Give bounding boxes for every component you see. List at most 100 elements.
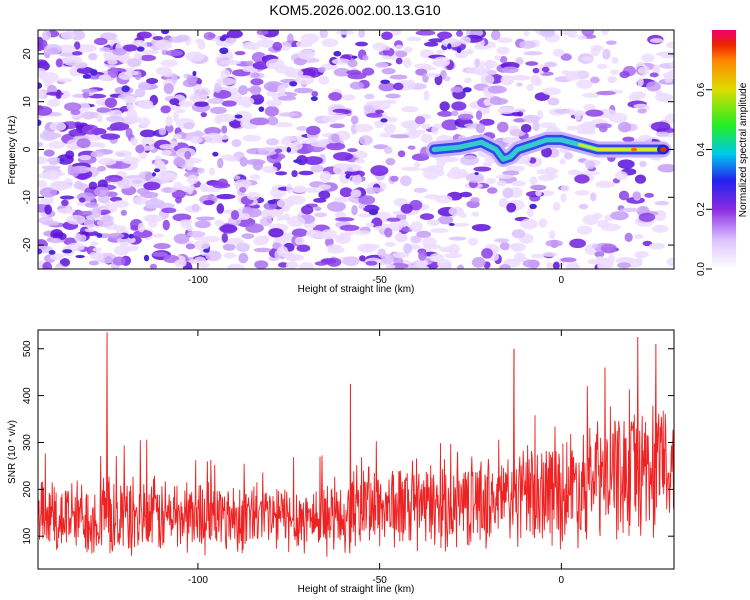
- spectrogram-cell: [246, 191, 260, 201]
- spectrogram-cell: [50, 237, 62, 244]
- spectrogram-cell: [225, 156, 239, 162]
- spectrogram-cell: [259, 216, 273, 227]
- spectrogram-cell: [286, 215, 305, 227]
- spectrogram-cell: [487, 85, 507, 94]
- spectrogram-cell: [565, 263, 581, 269]
- spectrogram-cell: [403, 243, 413, 254]
- spectrogram-cell: [424, 194, 441, 200]
- spectrogram-cell: [328, 91, 343, 101]
- spectrogram-cell: [230, 210, 240, 220]
- spectrogram-cell: [219, 224, 238, 234]
- spectrogram-cell: [262, 235, 270, 244]
- spectrogram-cell: [106, 115, 124, 123]
- spectrogram-cell: [373, 225, 386, 230]
- spectrogram-cell: [187, 174, 199, 185]
- spectrogram-cell: [400, 175, 412, 187]
- spectrogram-cell: [378, 82, 396, 92]
- spectrogram-cell: [617, 262, 631, 269]
- spectrogram-cell: [465, 172, 484, 183]
- spectrogram-cell: [467, 48, 474, 55]
- spectrogram-cell: [515, 57, 524, 65]
- spectrogram-cell: [200, 112, 207, 118]
- spectrogram-cell: [519, 40, 536, 49]
- spectrogram-cell: [344, 230, 355, 236]
- spectrogram-cell: [666, 41, 674, 49]
- spectrogram-cell: [38, 172, 57, 179]
- track-peak: [659, 147, 667, 152]
- spectrogram-cell: [318, 76, 330, 85]
- spectrogram-cell: [76, 66, 95, 75]
- spectrogram-cell: [617, 159, 635, 169]
- spectrogram-cell: [559, 158, 566, 165]
- spectrogram-cell: [479, 60, 486, 69]
- spectrogram-cell: [420, 133, 433, 143]
- spectrogram-cell: [186, 163, 194, 171]
- spectrogram-cell: [65, 150, 75, 160]
- spectrogram-xlabel: Height of straight line (km): [298, 284, 415, 295]
- spectrogram-cell: [413, 187, 428, 193]
- spectrogram-cell: [441, 38, 462, 48]
- spectrogram-cell: [445, 156, 459, 163]
- spectrogram-cell: [265, 58, 285, 70]
- spectrogram-cell: [535, 189, 542, 197]
- spectrogram-cell: [107, 67, 119, 78]
- spectrogram-cell: [395, 44, 403, 50]
- spectrogram-cell: [619, 207, 640, 213]
- spectrogram-cell: [38, 89, 45, 99]
- spectrogram-cell: [424, 41, 439, 47]
- spectrogram-cell: [304, 156, 323, 166]
- spectrogram-cell: [160, 105, 171, 114]
- spectrogram-cell: [112, 256, 126, 266]
- spectrogram-cell: [380, 118, 388, 123]
- spectrogram-cell: [310, 140, 330, 148]
- spectrogram-cell: [490, 30, 501, 41]
- spectrogram-cell: [347, 72, 367, 80]
- spectrogram-cell: [637, 66, 647, 75]
- spectrogram-cell: [577, 35, 587, 40]
- spectrogram-cell: [249, 174, 261, 180]
- spectrogram-cell: [541, 252, 558, 257]
- spectrogram-cell: [333, 67, 351, 77]
- spectrogram-cell: [595, 180, 616, 189]
- spectrogram-cell: [186, 225, 193, 232]
- spectrogram-cell: [541, 66, 550, 73]
- spectrogram-cell: [61, 199, 69, 206]
- snr-series-line: [38, 332, 674, 557]
- spectrogram-cell: [70, 166, 80, 177]
- spectrogram-cell: [526, 83, 534, 92]
- spectrogram-cell: [214, 219, 225, 227]
- spectrogram-cell: [498, 197, 509, 208]
- spectrogram-cell: [229, 93, 242, 102]
- spectrogram-cell: [49, 180, 70, 191]
- spectrogram-cell: [55, 265, 67, 269]
- spectrogram-cell: [381, 55, 391, 60]
- spectrogram-cell: [637, 108, 647, 114]
- spectrogram-cell: [457, 113, 474, 121]
- spectrogram-cell: [254, 260, 269, 269]
- spectrogram-cell: [38, 119, 42, 126]
- spectrogram-cell: [205, 250, 222, 262]
- spectrogram-cell: [78, 154, 92, 161]
- spectrogram-cell: [249, 84, 262, 96]
- spectrogram-cell: [364, 93, 375, 100]
- spectrogram-cell: [385, 93, 401, 99]
- spectrogram-cell: [81, 230, 99, 236]
- spectrogram-cell: [413, 259, 429, 268]
- x-tick-label: -50: [372, 275, 387, 286]
- spectrogram-cell: [453, 222, 470, 227]
- spectrogram-cell: [233, 179, 252, 189]
- spectrogram-cell: [650, 121, 671, 132]
- spectrogram-cell: [314, 212, 328, 218]
- spectrogram-cell: [495, 174, 514, 179]
- spectrogram-cell: [400, 203, 413, 214]
- spectrogram-cell: [234, 114, 243, 119]
- spectrogram-cell: [216, 113, 236, 123]
- spectrogram-cell: [77, 44, 97, 53]
- spectrogram-cell: [318, 184, 331, 190]
- spectrogram-cell: [187, 230, 206, 238]
- spectrogram-cell: [233, 175, 241, 180]
- spectrogram-cell: [209, 106, 227, 115]
- spectrogram-cell: [468, 237, 479, 246]
- spectrogram-cell: [336, 30, 354, 35]
